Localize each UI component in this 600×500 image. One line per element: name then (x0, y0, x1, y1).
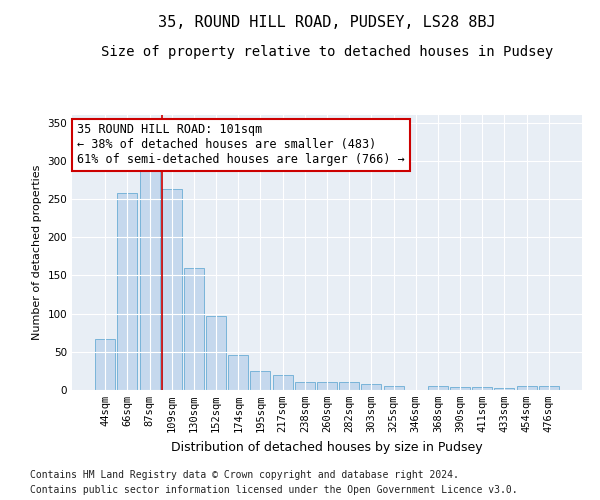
Bar (140, 164, 160, 390)
Text: Contains HM Land Registry data © Crown copyright and database right 2024.: Contains HM Land Registry data © Crown c… (30, 470, 459, 480)
Bar (383, 386, 404, 390)
Bar (450, 387, 470, 390)
Bar (472, 387, 492, 390)
Bar (339, 382, 359, 390)
Bar (361, 384, 382, 390)
Bar (118, 193, 137, 390)
Bar (295, 382, 315, 390)
Bar (317, 382, 337, 390)
Bar (228, 355, 248, 390)
Bar (95, 339, 115, 390)
Text: Contains public sector information licensed under the Open Government Licence v3: Contains public sector information licen… (30, 485, 518, 495)
Text: Size of property relative to detached houses in Pudsey: Size of property relative to detached ho… (101, 45, 553, 59)
Bar (539, 386, 559, 390)
Text: 35 ROUND HILL ROAD: 101sqm
← 38% of detached houses are smaller (483)
61% of sem: 35 ROUND HILL ROAD: 101sqm ← 38% of deta… (77, 123, 405, 166)
Bar (272, 374, 293, 390)
Bar (517, 386, 536, 390)
Bar (428, 386, 448, 390)
X-axis label: Distribution of detached houses by size in Pudsey: Distribution of detached houses by size … (171, 440, 483, 454)
Bar (250, 371, 271, 390)
Bar (494, 388, 514, 390)
Bar (206, 316, 226, 390)
Y-axis label: Number of detached properties: Number of detached properties (32, 165, 42, 340)
Text: 35, ROUND HILL ROAD, PUDSEY, LS28 8BJ: 35, ROUND HILL ROAD, PUDSEY, LS28 8BJ (158, 15, 496, 30)
Bar (184, 268, 204, 390)
Bar (162, 189, 182, 390)
